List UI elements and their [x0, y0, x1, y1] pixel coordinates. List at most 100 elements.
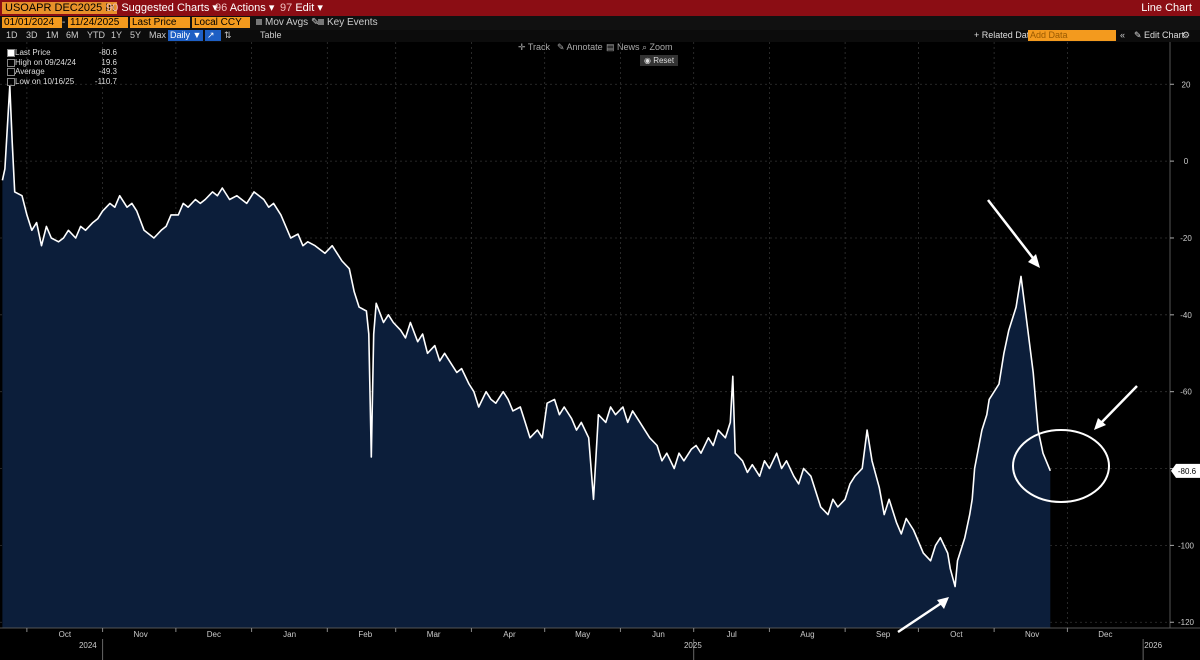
- settings-icon[interactable]: ⚙: [1182, 30, 1191, 40]
- legend-value: -110.7: [94, 76, 117, 86]
- highlight-circle: [1012, 429, 1110, 503]
- arrow-low-head: [937, 597, 949, 609]
- x-month-label: Dec: [1098, 630, 1112, 639]
- x-month-label: Jan: [283, 630, 296, 639]
- price-line: [1, 85, 1052, 588]
- x-month-label: Mar: [427, 630, 441, 639]
- track-tool[interactable]: ✛ Track: [518, 42, 551, 52]
- actions-menu[interactable]: 96 Actions ▾: [215, 2, 275, 14]
- range-max[interactable]: Max: [149, 30, 167, 40]
- legend-swatch: [7, 68, 15, 76]
- last-price-badge-label: -80.6: [1178, 467, 1197, 476]
- annotate-tool[interactable]: ✎ Annotate: [557, 42, 603, 52]
- range-1d[interactable]: 1D: [6, 30, 18, 40]
- edit-number: 97: [280, 2, 293, 14]
- legend-label: Average: [15, 67, 45, 76]
- suggested-charts-number: 90: [106, 2, 119, 14]
- x-year-label: 2026: [1144, 641, 1162, 650]
- key-events-label: Key Events: [327, 17, 378, 28]
- legend-label: Last Price: [15, 48, 51, 57]
- arrow-peak-head: [1028, 254, 1040, 268]
- range-row: 1D 3D 1M 6M YTD 1Y 5Y Max Daily ▼ ↗ ⇅ Ta…: [0, 30, 1200, 42]
- actions-number: 96: [215, 2, 228, 14]
- actions-label: Actions: [229, 2, 266, 14]
- add-data-input[interactable]: Add Data: [1028, 30, 1116, 41]
- zoom-label: Zoom: [649, 42, 673, 52]
- field-select[interactable]: Last Price: [130, 17, 190, 28]
- frequency-select[interactable]: Daily ▼: [168, 30, 204, 41]
- line-style-icon[interactable]: ↗: [205, 30, 221, 41]
- news-tool[interactable]: ▤ News: [606, 42, 640, 52]
- start-date-field[interactable]: 01/01/2024: [2, 17, 62, 28]
- price-area-fill: [2, 85, 1051, 629]
- legend-swatch: [7, 58, 15, 67]
- arrow-peak: [987, 199, 1037, 263]
- edit-chart-button[interactable]: ✎ Edit Chart: [1134, 30, 1185, 40]
- track-label: Track: [527, 42, 551, 52]
- reset-button[interactable]: ◉ Reset: [640, 55, 678, 66]
- suggested-charts-label: Suggested Charts: [121, 2, 210, 14]
- chart-annotations: [897, 199, 1138, 634]
- range-ytd[interactable]: YTD: [87, 30, 105, 40]
- key-events-icon: [318, 19, 324, 26]
- table-button[interactable]: Table: [260, 30, 282, 40]
- mov-avgs-label: Mov Avgs: [265, 17, 309, 28]
- ticker-field[interactable]: USOAPR DEC2025 In: [2, 2, 118, 14]
- suggested-charts-menu[interactable]: 90 Suggested Charts ▾: [106, 2, 218, 14]
- title-bar: USOAPR DEC2025 In 90 Suggested Charts ▾ …: [0, 0, 1200, 16]
- legend-swatch: [7, 77, 15, 86]
- x-month-label: Jun: [652, 630, 665, 639]
- legend-value: 19.6: [101, 57, 117, 67]
- range-1m[interactable]: 1M: [46, 30, 59, 40]
- frequency-label: Daily: [170, 30, 191, 40]
- y-tick-label: -100: [1178, 541, 1195, 550]
- edit-chart-label: Edit Chart: [1144, 30, 1185, 40]
- x-month-label: Aug: [800, 630, 814, 639]
- y-tick-label: -40: [1180, 311, 1192, 320]
- y-tick-label: 0: [1184, 157, 1189, 166]
- key-events-toggle[interactable]: Key Events: [318, 17, 378, 28]
- y-tick-label: -20: [1180, 234, 1192, 243]
- range-3d[interactable]: 3D: [26, 30, 38, 40]
- reset-label: Reset: [653, 56, 675, 65]
- legend-value: -80.6: [98, 48, 117, 57]
- edit-label: Edit: [295, 2, 315, 14]
- x-month-label: Dec: [207, 630, 221, 639]
- legend-value: -49.3: [98, 67, 117, 76]
- mov-avgs-toggle[interactable]: Mov Avgs ✎: [256, 17, 319, 28]
- related-data-button[interactable]: + Related Dat: [974, 30, 1030, 40]
- x-year-label: 2025: [684, 641, 702, 650]
- x-axis-background: [0, 628, 1200, 660]
- x-year-label: 2024: [79, 641, 97, 650]
- controls-row: 01/01/2024 - 11/24/2025 Last Price Local…: [0, 16, 1200, 30]
- news-label: News: [617, 42, 640, 52]
- y-tick-label: 20: [1182, 80, 1191, 89]
- legend-label: High on 09/24/24: [15, 57, 76, 67]
- x-month-label: May: [575, 630, 590, 639]
- arrow-low: [897, 600, 944, 634]
- y-axis: 200-20-40-60-80-100-120-80.6: [1169, 42, 1200, 628]
- annotate-label: Annotate: [566, 42, 603, 52]
- mov-avgs-icon: [256, 19, 262, 26]
- range-6m[interactable]: 6M: [66, 30, 79, 40]
- collapse-icon[interactable]: «: [1120, 30, 1126, 40]
- end-date-field[interactable]: 11/24/2025: [68, 17, 128, 28]
- chart-options-icon[interactable]: ⇅: [224, 30, 232, 40]
- arrow-circle-head: [1094, 418, 1106, 430]
- x-month-label: Oct: [950, 630, 963, 639]
- range-5y[interactable]: 5Y: [130, 30, 142, 40]
- chart-type-label: Line Chart: [1141, 2, 1192, 14]
- x-axis: Oct Nov Dec Jan Feb Mar Apr May Jun Jul Aug Sep Oct N…: [0, 627, 1200, 660]
- arrow-circle: [1099, 385, 1138, 425]
- x-month-label: Nov: [133, 630, 147, 639]
- legend-label: Low on 10/16/25: [15, 76, 75, 86]
- zoom-tool[interactable]: ⌕ Zoom: [642, 42, 673, 52]
- legend-swatch: [7, 49, 15, 57]
- currency-select[interactable]: Local CCY: [192, 17, 250, 28]
- x-month-label: Sep: [876, 630, 891, 639]
- x-month-label: Apr: [503, 630, 516, 639]
- x-month-label: Oct: [59, 630, 72, 639]
- edit-menu[interactable]: 97 Edit ▾: [280, 2, 323, 14]
- range-1y[interactable]: 1Y: [111, 30, 123, 40]
